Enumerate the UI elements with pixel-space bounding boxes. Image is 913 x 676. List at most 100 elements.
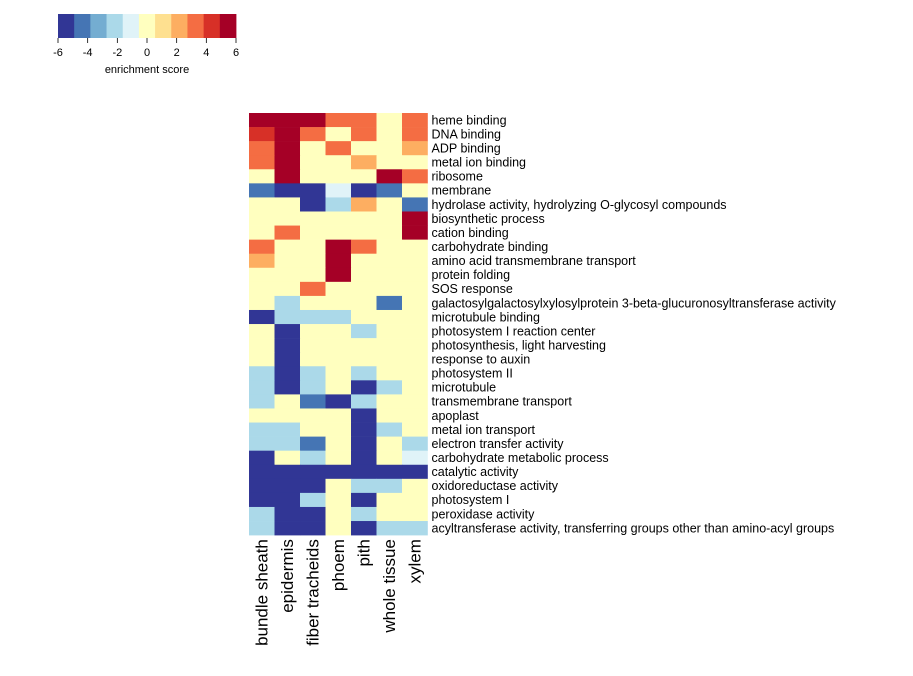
heatmap-cell-xylem bbox=[402, 492, 428, 508]
heatmap-cell-phoem bbox=[325, 169, 352, 184]
legend-color-bin bbox=[187, 14, 205, 38]
row-label: ribosome bbox=[432, 170, 483, 184]
heatmap-cell-fiber-tracheids bbox=[300, 197, 326, 212]
heatmap-cell-pith bbox=[351, 338, 377, 353]
row-label: photosystem I bbox=[432, 493, 510, 507]
heatmap-cell-epidermis bbox=[274, 253, 301, 269]
heatmap-cell-pith bbox=[351, 141, 377, 156]
legend-color-bin bbox=[171, 14, 188, 38]
heatmap-cell-bundle-sheath bbox=[249, 422, 275, 437]
row-label: DNA binding bbox=[432, 127, 502, 141]
heatmap-cell-phoem bbox=[325, 155, 352, 170]
legend-tick-label: -6 bbox=[53, 47, 63, 59]
heatmap-cell-bundle-sheath bbox=[249, 464, 275, 480]
heatmap-cell-bundle-sheath bbox=[249, 211, 275, 226]
heatmap-cell-bundle-sheath bbox=[249, 127, 275, 142]
heatmap-cell-whole-tissue bbox=[376, 309, 403, 325]
heatmap-cell-pith bbox=[351, 436, 377, 451]
heatmap-cell-epidermis bbox=[274, 450, 301, 466]
row-label: oxidoreductase activity bbox=[432, 479, 559, 493]
color-legend: -6 -4 -2 0 2 4 6 enrichment score bbox=[53, 14, 239, 76]
heatmap-cell-phoem bbox=[325, 197, 352, 212]
heatmap-cell-bundle-sheath bbox=[249, 352, 275, 367]
legend-color-bin bbox=[155, 14, 172, 38]
heatmap-cell-phoem bbox=[325, 113, 352, 128]
row-label: carbohydrate binding bbox=[432, 240, 549, 254]
row-label: ADP binding bbox=[432, 141, 501, 155]
heatmap-cell-bundle-sheath bbox=[249, 197, 275, 212]
heatmap-cell-epidermis bbox=[274, 197, 301, 212]
row-label: metal ion transport bbox=[432, 423, 536, 437]
heatmap-cell-fiber-tracheids bbox=[300, 169, 326, 184]
heatmap-cell-phoem bbox=[325, 183, 352, 198]
heatmap-cell-pith bbox=[351, 352, 377, 367]
heatmap-cell-epidermis bbox=[274, 309, 301, 325]
column-label-phoem: phoem bbox=[329, 539, 348, 591]
row-label: galactosylgalactosylxylosylprotein 3-bet… bbox=[432, 296, 837, 310]
heatmap-cell-phoem bbox=[325, 352, 352, 367]
heatmap-cell-pith bbox=[351, 478, 377, 494]
row-label: membrane bbox=[432, 184, 492, 198]
heatmap-cell-phoem bbox=[325, 253, 352, 269]
heatmap-cell-pith bbox=[351, 113, 377, 128]
heatmap-cell-fiber-tracheids bbox=[300, 183, 326, 198]
heatmap-cell-pith bbox=[351, 239, 377, 254]
row-label: amino acid transmembrane transport bbox=[432, 254, 637, 268]
heatmap-cell-xylem bbox=[402, 113, 428, 128]
heatmap-cell-whole-tissue bbox=[376, 141, 403, 156]
column-label-epidermis: epidermis bbox=[278, 539, 297, 613]
row-label: cation binding bbox=[432, 226, 509, 240]
heatmap-cell-phoem bbox=[325, 338, 352, 353]
heatmap-cell-phoem bbox=[325, 324, 352, 339]
heatmap-cell-whole-tissue bbox=[376, 521, 403, 536]
heatmap-cell-bundle-sheath bbox=[249, 225, 275, 240]
legend-color-bin bbox=[58, 14, 75, 38]
heatmap-cell-pith bbox=[351, 309, 377, 325]
heatmap-cell-fiber-tracheids bbox=[300, 492, 326, 508]
heatmap-cell-xylem bbox=[402, 380, 428, 395]
heatmap-cell-whole-tissue bbox=[376, 324, 403, 339]
row-label: transmembrane transport bbox=[432, 395, 573, 409]
heatmap-cell-fiber-tracheids bbox=[300, 450, 326, 466]
heatmap-cell-phoem bbox=[325, 521, 352, 536]
heatmap-cell-epidermis bbox=[274, 492, 301, 508]
heatmap-cell-bundle-sheath bbox=[249, 450, 275, 466]
heatmap-cell-epidermis bbox=[274, 225, 301, 240]
heatmap-cell-xylem bbox=[402, 155, 428, 170]
row-label: catalytic activity bbox=[432, 465, 520, 479]
heatmap-cell-whole-tissue bbox=[376, 366, 403, 381]
heatmap-cell-pith bbox=[351, 492, 377, 508]
heatmap-cell-xylem bbox=[402, 338, 428, 353]
heatmap-cell-bundle-sheath bbox=[249, 492, 275, 508]
heatmap-cell-xylem bbox=[402, 352, 428, 367]
heatmap-cell-pith bbox=[351, 422, 377, 437]
heatmap-cell-bundle-sheath bbox=[249, 366, 275, 381]
heatmap-cell-xylem bbox=[402, 408, 428, 423]
heatmap-cell-bundle-sheath bbox=[249, 281, 275, 297]
heatmap-cell-pith bbox=[351, 394, 377, 409]
row-label: microtubule binding bbox=[432, 310, 540, 324]
heatmap-cell-xylem bbox=[402, 141, 428, 156]
heatmap-cell-epidermis bbox=[274, 211, 301, 226]
heatmap-cell-epidermis bbox=[274, 366, 301, 381]
heatmap-cell-bundle-sheath bbox=[249, 436, 275, 451]
heatmap-cell-xylem bbox=[402, 169, 428, 184]
heatmap-cell-phoem bbox=[325, 464, 352, 480]
heatmap-cell-bundle-sheath bbox=[249, 394, 275, 409]
heatmap-cell-pith bbox=[351, 169, 377, 184]
heatmap-cell-bundle-sheath bbox=[249, 521, 275, 536]
legend-tick-label: -2 bbox=[112, 47, 122, 59]
heatmap-cell-xylem bbox=[402, 127, 428, 142]
heatmap-cell-xylem bbox=[402, 436, 428, 451]
heatmap-cell-whole-tissue bbox=[376, 253, 403, 269]
heatmap-cell-pith bbox=[351, 380, 377, 395]
heatmap-cell-fiber-tracheids bbox=[300, 366, 326, 381]
row-label: response to auxin bbox=[432, 353, 531, 367]
heatmap-cell-phoem bbox=[325, 295, 352, 311]
heatmap-cell-phoem bbox=[325, 436, 352, 451]
heatmap-cell-pith bbox=[351, 521, 377, 536]
heatmap-cell-xylem bbox=[402, 309, 428, 325]
heatmap-cell-xylem bbox=[402, 324, 428, 339]
heatmap-cell-phoem bbox=[325, 394, 352, 409]
